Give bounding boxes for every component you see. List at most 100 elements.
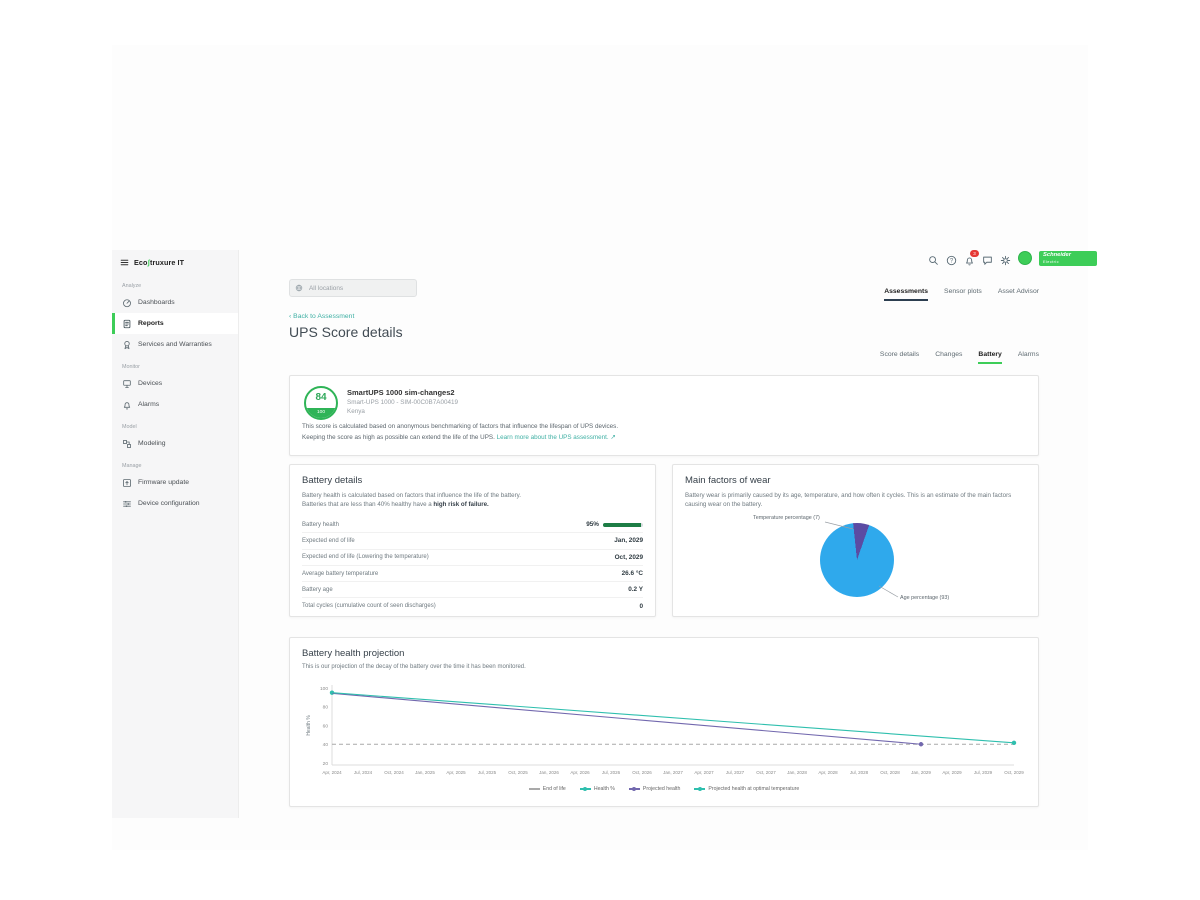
score-card: 84 100 SmartUPS 1000 sim-changes2 Smart-…	[289, 375, 1039, 456]
legend-label: Projected health	[642, 786, 681, 792]
svg-text:Oct, 2025: Oct, 2025	[508, 770, 528, 775]
sidebar-item-label: Dashboards	[138, 299, 175, 306]
row-value: Oct, 2029	[614, 553, 643, 561]
page-title: UPS Score details	[289, 324, 403, 340]
sidebar-section-label-monitor: Monitor	[122, 364, 140, 370]
battery-detail-row-total-cycles-cumulative-count-: Total cycles (cumulative count of seen d…	[302, 598, 643, 613]
wear-factors-title: Main factors of wear	[685, 475, 771, 486]
page-tabs: Assessments Sensor plots Asset Advisor	[884, 288, 1039, 301]
svg-text:Jul, 2027: Jul, 2027	[726, 770, 745, 775]
subtab-score-details[interactable]: Score details	[879, 351, 920, 358]
location-search-input[interactable]	[307, 283, 401, 293]
svg-text:Jan, 2029: Jan, 2029	[911, 770, 931, 775]
svg-text:20: 20	[323, 761, 329, 767]
sidebar-item-firmware-update[interactable]: Firmware update	[112, 472, 238, 493]
subtab-alarms[interactable]: Alarms	[1017, 351, 1039, 358]
gear-icon[interactable]	[1000, 253, 1011, 265]
high-risk-emphasis: high risk of failure.	[433, 500, 489, 508]
battery-detail-row-expected-end-of-life-lowering-: Expected end of life (Lowering the tempe…	[302, 550, 643, 566]
external-link-icon: ↗	[610, 434, 616, 441]
modeling-icon	[122, 439, 132, 449]
help-icon[interactable]: ?	[946, 253, 957, 265]
battery-detail-row-expected-end-of-life: Expected end of life Jan, 2029	[302, 533, 643, 550]
sidebar: Ecoʃtruxure IT Analyze Dashboards Reports S…	[112, 250, 239, 818]
legend-marker	[579, 787, 591, 792]
sidebar-item-device-configuration[interactable]: Device configuration	[112, 493, 238, 514]
svg-text:Apr, 2027: Apr, 2027	[694, 770, 714, 775]
svg-text:Oct, 2027: Oct, 2027	[756, 770, 776, 775]
svg-text:Jul, 2024: Jul, 2024	[354, 770, 373, 775]
battery-details-card: Battery details Battery health is calcul…	[289, 464, 656, 617]
svg-text:Jul, 2029: Jul, 2029	[974, 770, 993, 775]
row-label: Battery health	[302, 521, 340, 528]
tab-sensor-plots[interactable]: Sensor plots	[944, 288, 982, 295]
svg-text:Jul, 2028: Jul, 2028	[850, 770, 869, 775]
sidebar-item-devices[interactable]: Devices	[112, 373, 238, 394]
health-projection-card: Battery health projection This is our pr…	[289, 637, 1039, 807]
device-config-icon	[122, 499, 132, 509]
schneider-logo-line1: Schneider	[1043, 251, 1072, 258]
row-value: Jan, 2029	[614, 537, 643, 545]
devices-icon	[122, 379, 132, 389]
legend-label: Health %	[593, 786, 615, 792]
score-value: 84	[315, 391, 327, 403]
row-label: Average battery temperature	[302, 570, 379, 577]
sidebar-item-label: Reports	[138, 320, 164, 327]
svg-text:100: 100	[320, 686, 328, 692]
svg-text:Oct, 2029: Oct, 2029	[1004, 770, 1024, 775]
legend-label: End of life	[542, 786, 566, 792]
legend-marker	[694, 787, 706, 792]
svg-text:Jul, 2026: Jul, 2026	[602, 770, 621, 775]
battery-health-bar	[603, 522, 643, 527]
schneider-logo-line2: Electric	[1043, 258, 1059, 264]
notifications-bell-icon[interactable]: 3	[964, 249, 979, 265]
legend-item-projected-health-at-optimal-temperature: Projected health at optimal temperature	[694, 786, 799, 792]
subtab-battery[interactable]: Battery	[978, 351, 1002, 364]
svg-text:Jan, 2026: Jan, 2026	[539, 770, 559, 775]
topbar: ? 3 Schneider Electric	[928, 248, 1097, 268]
search-icon[interactable]	[928, 253, 939, 265]
svg-text:Jul, 2025: Jul, 2025	[478, 770, 497, 775]
row-value: 26.6 °C	[621, 570, 643, 578]
alarms-icon	[122, 400, 132, 410]
dashboards-icon	[122, 298, 132, 308]
battery-detail-row-battery-age: Battery age 0.2 Y	[302, 582, 643, 599]
svg-text:Jan, 2025: Jan, 2025	[415, 770, 435, 775]
health-projection-description: This is our projection of the decay of t…	[302, 664, 526, 670]
row-value: 0	[639, 602, 643, 610]
wear-pie-chart	[820, 523, 894, 597]
sidebar-section-label-manage: Manage	[122, 463, 142, 469]
sidebar-nav: Analyze Dashboards Reports Services and War…	[112, 283, 238, 514]
svg-text:Oct, 2024: Oct, 2024	[384, 770, 404, 775]
svg-text:Apr, 2026: Apr, 2026	[570, 770, 590, 775]
sidebar-item-reports[interactable]: Reports	[112, 313, 238, 334]
legend-label: Projected health at optimal temperature	[708, 786, 800, 792]
device-model: Smart-UPS 1000 - SIM-00C0B7A00419	[347, 399, 458, 406]
sidebar-section-label-analyze: Analyze	[122, 283, 142, 289]
sidebar-item-modeling[interactable]: Modeling	[112, 433, 238, 454]
location-search[interactable]	[289, 279, 417, 297]
sidebar-item-label: Device configuration	[138, 500, 200, 507]
sidebar-item-label: Firmware update	[138, 479, 189, 486]
back-to-assessment-link[interactable]: ‹ Back to Assessment	[289, 313, 355, 320]
ecostruxure-symbol-icon: ʃ	[147, 258, 150, 267]
sidebar-item-label: Modeling	[138, 440, 166, 447]
sidebar-item-dashboards[interactable]: Dashboards	[112, 292, 238, 313]
hamburger-menu-icon[interactable]	[120, 258, 129, 267]
learn-more-link[interactable]: Learn more about the UPS assessment. ↗	[496, 434, 616, 441]
pie-label-age: Age percentage (93)	[900, 595, 950, 601]
sidebar-section-label-model: Model	[122, 424, 137, 430]
schneider-electric-logo[interactable]: Schneider Electric	[1039, 250, 1097, 266]
feedback-icon[interactable]	[982, 253, 993, 265]
globe-icon	[295, 284, 303, 292]
row-value: 0.2 Y	[628, 586, 643, 594]
user-avatar[interactable]	[1018, 251, 1032, 265]
tab-assessments[interactable]: Assessments	[884, 288, 929, 301]
battery-detail-row-average-battery-temperature: Average battery temperature 26.6 °C	[302, 566, 643, 583]
svg-text:Jan, 2028: Jan, 2028	[787, 770, 807, 775]
sidebar-item-alarms[interactable]: Alarms	[112, 394, 238, 415]
sidebar-item-services-and-warranties[interactable]: Services and Warranties	[112, 334, 238, 355]
row-label: Battery age	[302, 586, 333, 593]
tab-asset-advisor[interactable]: Asset Advisor	[997, 288, 1039, 295]
subtab-changes[interactable]: Changes	[935, 351, 963, 358]
